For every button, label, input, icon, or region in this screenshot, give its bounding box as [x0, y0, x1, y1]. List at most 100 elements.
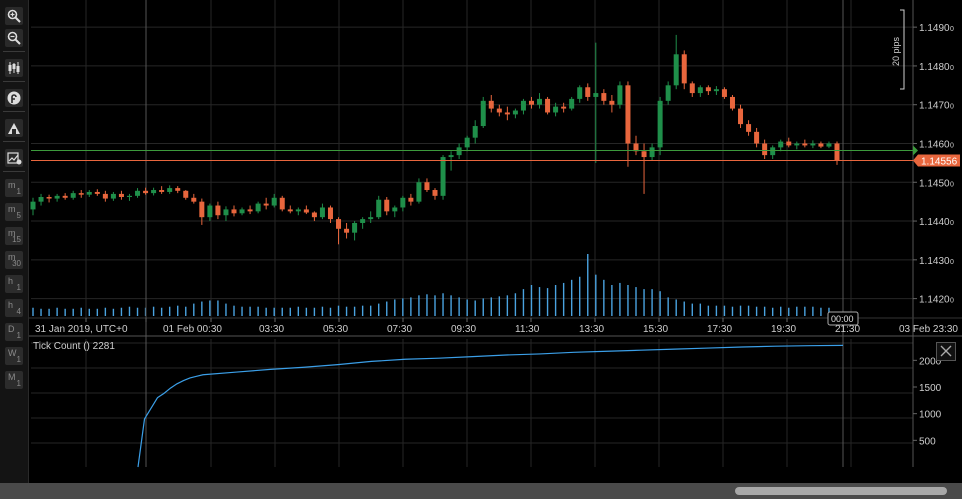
- candle-body: [834, 143, 840, 161]
- volume-bar: [120, 307, 123, 316]
- candle-bearish: [601, 89, 607, 105]
- candle-bearish: [143, 187, 149, 195]
- volume-bar: [619, 282, 621, 316]
- candle-body: [46, 197, 52, 199]
- candle-body: [207, 205, 213, 218]
- candle-body: [424, 182, 430, 191]
- timeframe-count: 30: [12, 259, 21, 268]
- timeframe-unit: m: [8, 228, 16, 238]
- candle-body: [376, 199, 382, 218]
- chart-background: [29, 0, 962, 483]
- candle-bullish: [512, 108, 518, 119]
- zoom-in-icon: [7, 9, 21, 23]
- price-tick-suffix: 0: [950, 65, 954, 72]
- candle-bullish: [472, 120, 478, 144]
- close-indicator-button[interactable]: [936, 342, 956, 361]
- volume-bar: [611, 285, 613, 316]
- candle-bullish: [38, 193, 44, 206]
- candle-body: [94, 191, 100, 194]
- candle-bullish: [537, 93, 543, 109]
- drawing-button[interactable]: [5, 119, 23, 137]
- candle-bearish: [191, 193, 197, 204]
- price-tick-label: 1.1490: [919, 23, 950, 34]
- candle-bullish: [770, 145, 776, 159]
- candle-bullish: [440, 155, 446, 200]
- candle-body: [295, 209, 301, 212]
- candle-body: [601, 93, 607, 101]
- timeframe-unit: W: [8, 348, 17, 358]
- candle-body: [697, 87, 703, 94]
- candle-body: [440, 157, 446, 196]
- candle-bullish: [697, 85, 703, 97]
- volume-bar: [289, 307, 291, 316]
- volume-bar: [707, 305, 710, 316]
- indicator-tick-label: 500: [919, 436, 936, 447]
- timeframe-button-m30[interactable]: m 30: [5, 251, 23, 269]
- objects-button[interactable]: [5, 89, 23, 107]
- timeframe-unit: h: [8, 300, 14, 310]
- volume-bar: [185, 306, 187, 316]
- volume-bar: [458, 297, 460, 316]
- volume-bar: [771, 307, 774, 316]
- candle-body: [199, 201, 205, 218]
- chart-type-button[interactable]: [5, 59, 23, 77]
- price-tick-suffix: 0: [950, 142, 954, 149]
- candle-bearish: [336, 217, 342, 245]
- candle-bearish: [705, 85, 711, 96]
- candle-body: [713, 89, 719, 92]
- horizontal-scrollbar[interactable]: [0, 483, 962, 499]
- candle-body: [239, 209, 245, 214]
- volume-bar: [209, 300, 211, 316]
- volume-bar: [763, 306, 766, 316]
- zoom-in-button[interactable]: [5, 7, 23, 25]
- chart-settings-button[interactable]: [5, 149, 23, 167]
- candle-body: [448, 155, 454, 158]
- volume-bar: [177, 305, 179, 316]
- candle-body: [617, 85, 623, 105]
- volume-bar: [345, 306, 348, 316]
- volume-bar: [64, 308, 66, 316]
- price-tick-suffix: 0: [950, 298, 954, 305]
- current-price-label: 1.14556: [921, 157, 958, 168]
- volume-bar: [32, 307, 34, 316]
- volume-bar: [168, 306, 171, 316]
- candle-bearish: [424, 178, 430, 192]
- candle-body: [681, 54, 687, 84]
- candle-bearish: [215, 201, 221, 220]
- volume-bar: [88, 308, 90, 316]
- candle-bearish: [102, 190, 108, 202]
- toolbar-separator: [3, 171, 25, 172]
- zoom-out-button[interactable]: [5, 29, 23, 47]
- candle-body: [577, 87, 583, 99]
- timeframe-count: 15: [12, 235, 21, 244]
- scrollbar-thumb[interactable]: [735, 487, 947, 495]
- volume-bar: [361, 305, 364, 316]
- candle-body: [794, 143, 800, 146]
- candle-body: [488, 100, 494, 109]
- timeframe-button-m15[interactable]: m 15: [5, 227, 23, 245]
- candle-bullish: [271, 193, 277, 208]
- candle-bullish: [553, 102, 559, 117]
- volume-bar: [603, 279, 605, 316]
- candle-bearish: [94, 189, 100, 196]
- candle-body: [215, 205, 221, 216]
- candle-bullish: [239, 207, 245, 216]
- price-tick-label: 1.1430: [919, 256, 950, 267]
- chart-area[interactable]: 1.1490 01.1480 01.1470 01.1460 01.1450 01.144…: [29, 0, 962, 483]
- candle-bullish: [649, 143, 655, 161]
- volume-bar: [812, 306, 814, 316]
- time-tick-label: 09:30: [451, 324, 476, 335]
- candle-bearish: [496, 104, 502, 117]
- candle-body: [183, 190, 189, 198]
- candle-body: [416, 182, 422, 202]
- time-tick-label: 11:30: [515, 324, 540, 335]
- volume-bar: [442, 293, 444, 316]
- candle-bullish: [167, 185, 173, 194]
